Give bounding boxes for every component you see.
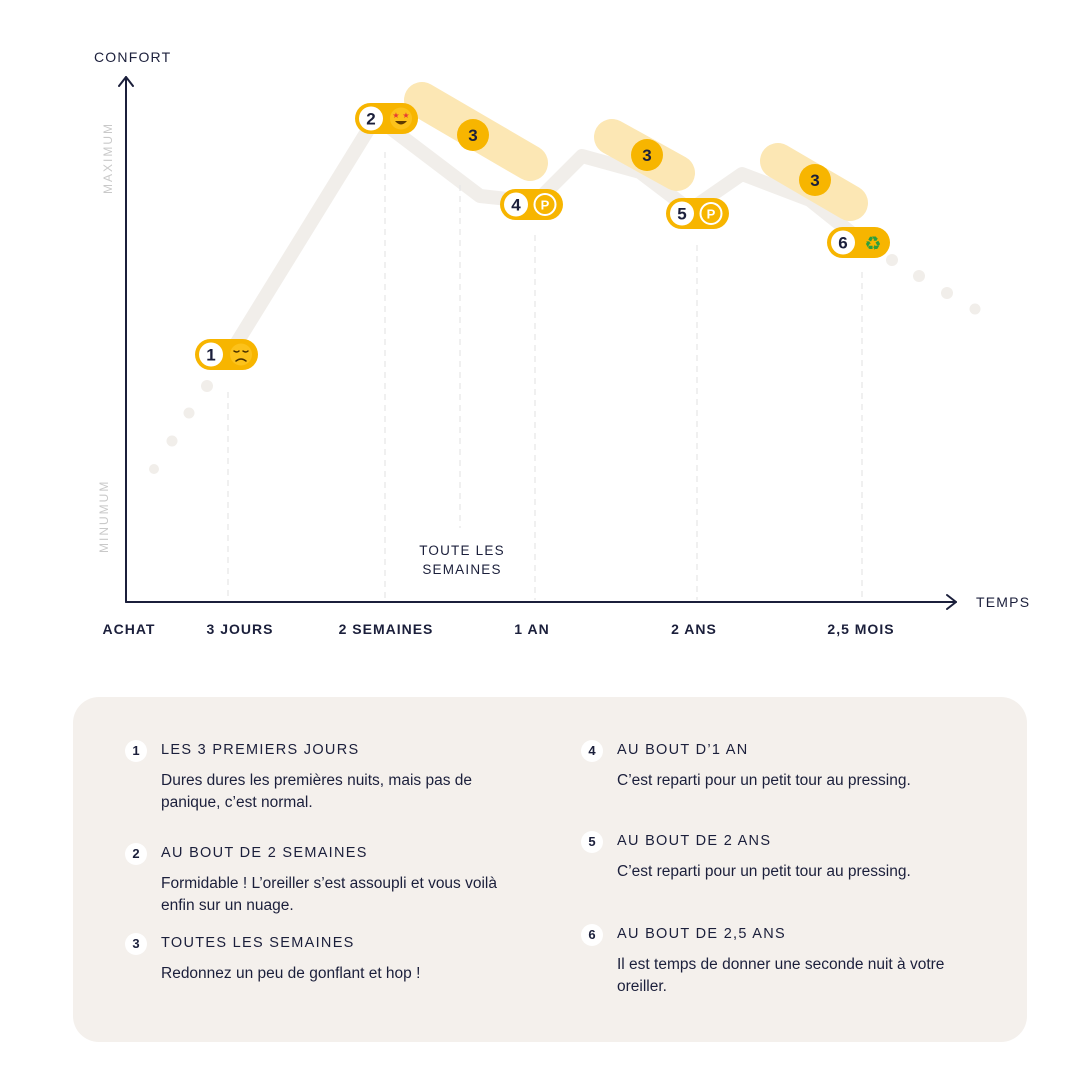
y-axis-title: CONFORT <box>94 49 171 65</box>
curve-dot <box>941 287 953 299</box>
marker-4-number: 4 <box>511 196 521 215</box>
axes <box>118 76 957 610</box>
marker-3-number: 3 <box>468 126 477 145</box>
comfort-curve <box>149 110 981 474</box>
disappointed-face-icon <box>230 343 252 366</box>
curve-dot <box>969 303 981 315</box>
x-label-2-5-mois: 2,5 MOIS <box>827 621 894 637</box>
legend-number: 5 <box>581 831 603 853</box>
curve-dot <box>166 435 178 447</box>
star-struck-face-icon: ★ ★ <box>390 107 412 130</box>
marker-3-number: 3 <box>810 171 819 190</box>
curve-dot <box>149 464 159 474</box>
legend-panel: 1 LES 3 PREMIERS JOURS Dures dures les p… <box>73 697 1027 1042</box>
marker-1: 1 <box>195 339 258 370</box>
curve-dot <box>913 270 925 282</box>
marker-1-number: 1 <box>206 346 215 365</box>
legend-description: C’est reparti pour un petit tour au pres… <box>617 772 911 789</box>
marker-3-number: 3 <box>642 146 651 165</box>
parking-icon: P <box>699 202 723 225</box>
legend-title: AU BOUT D’1 AN <box>617 742 749 758</box>
weekly-note-line2: SEMAINES <box>422 562 501 577</box>
marker-2: 2 ★ ★ <box>355 103 418 134</box>
svg-text:★: ★ <box>402 111 409 120</box>
svg-text:★: ★ <box>392 111 399 120</box>
legend-description: Dures dures les premières nuits, mais pa… <box>161 772 472 811</box>
parking-icon: P <box>533 193 557 216</box>
recycle-icon: ♻ <box>864 233 881 255</box>
legend-description: C’est reparti pour un petit tour au pres… <box>617 863 911 880</box>
x-label-2-ans: 2 ANS <box>671 621 717 637</box>
marker-5: 5 P <box>666 198 729 229</box>
marker-5-number: 5 <box>677 205 686 224</box>
curve-dot <box>886 254 898 266</box>
legend-title: AU BOUT DE 2,5 ANS <box>617 926 786 942</box>
svg-text:P: P <box>707 207 716 222</box>
x-label-1-an: 1 AN <box>514 621 549 637</box>
legend-number: 2 <box>125 843 147 865</box>
dashed-guides <box>227 152 863 600</box>
marker-6-number: 6 <box>838 234 847 253</box>
legend-title: LES 3 PREMIERS JOURS <box>161 742 360 758</box>
curve-dot <box>201 380 213 392</box>
legend-number: 3 <box>125 933 147 955</box>
curve-dot <box>183 407 195 419</box>
y-min-label: MINUMUM <box>97 480 111 553</box>
y-axis-arrow <box>118 76 134 87</box>
legend-number: 6 <box>581 924 603 946</box>
legend-number: 1 <box>125 740 147 762</box>
svg-text:P: P <box>541 198 550 213</box>
x-label-3-jours: 3 JOURS <box>207 621 274 637</box>
svg-text:♻: ♻ <box>864 233 881 255</box>
y-max-label: MAXIMUM <box>101 122 115 194</box>
comfort-timeline-diagram: CONFORT TEMPS MAXIMUM MINUMUM ACHAT 3 JO… <box>94 49 1030 637</box>
x-label-2-semaines: 2 SEMAINES <box>339 621 434 637</box>
legend-title: TOUTES LES SEMAINES <box>161 935 355 951</box>
marker-6: 6 ♻ <box>827 227 890 258</box>
legend-description: Redonnez un peu de gonflant et hop ! <box>161 965 421 982</box>
legend-description: Il est temps de donner une seconde nuit … <box>617 956 945 995</box>
marker-4: 4 P <box>500 189 563 220</box>
weekly-note-line1: TOUTE LES <box>419 543 505 558</box>
legend-title: AU BOUT DE 2 ANS <box>617 833 772 849</box>
x-label-achat: ACHAT <box>103 621 156 637</box>
marker-2-number: 2 <box>366 110 375 129</box>
legend-description: Formidable ! L’oreiller s’est assoupli e… <box>161 875 497 914</box>
marker-3: 3 3 3 <box>457 119 831 196</box>
x-axis-title: TEMPS <box>976 594 1030 610</box>
legend-title: AU BOUT DE 2 SEMAINES <box>161 845 368 861</box>
x-axis-arrow <box>946 594 957 610</box>
legend-number: 4 <box>581 740 603 762</box>
